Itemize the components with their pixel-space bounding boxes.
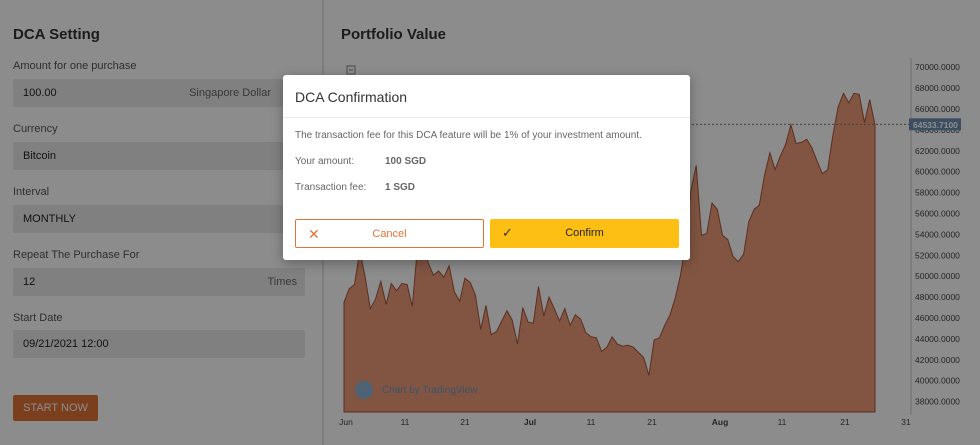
y-tick-label: 56000.0000 (915, 208, 960, 218)
x-tick-label: 21 (840, 417, 850, 427)
amount-currency-select[interactable]: Singapore Dollar (189, 87, 271, 99)
x-tick-label: 11 (778, 417, 787, 427)
modal-divider (283, 117, 690, 118)
y-tick-label: 48000.0000 (915, 292, 960, 302)
amount-row-value: 100 SGD (385, 156, 427, 167)
x-tick-label: 21 (647, 417, 657, 427)
last-value-label: 64533.7100 (913, 120, 958, 130)
y-tick-label: 38000.0000 (915, 397, 960, 407)
start-date-label: Start Date (13, 312, 63, 324)
y-tick-label: 62000.0000 (915, 146, 960, 156)
cancel-label: Cancel (372, 228, 407, 240)
fee-row-label: Transaction fee: (295, 182, 367, 193)
x-tick-label: 11 (401, 417, 410, 427)
currency-select[interactable]: Bitcoin (13, 142, 305, 170)
y-tick-label: 52000.0000 (915, 250, 960, 260)
x-tick-label: 21 (460, 417, 470, 427)
dca-setting-panel: DCA Setting Amount for one purchase 100.… (0, 0, 322, 445)
y-tick-label: 60000.0000 (915, 167, 960, 177)
y-tick-label: 70000.0000 (915, 62, 960, 72)
chart-scale-toggle (346, 65, 356, 75)
modal-title: DCA Confirmation (295, 89, 408, 105)
modal-description: The transaction fee for this DCA feature… (295, 130, 642, 141)
currency-value: Bitcoin (23, 150, 57, 162)
repeat-value: 12 (23, 276, 36, 288)
dca-confirmation-dialog: DCA Confirmation The transaction fee for… (283, 75, 690, 260)
y-tick-label: 54000.0000 (915, 229, 960, 239)
start-date-value: 09/21/2021 12:00 (23, 338, 109, 350)
amount-label: Amount for one purchase (13, 60, 137, 72)
start-now-button[interactable]: START NOW (13, 395, 98, 421)
interval-label: Interval (13, 186, 50, 198)
y-tick-label: 40000.0000 (915, 376, 960, 386)
close-icon: ✕ (308, 226, 320, 242)
amount-row-label: Your amount: (295, 156, 355, 167)
y-tick-label: 50000.0000 (915, 271, 960, 281)
y-tick-label: 68000.0000 (915, 83, 960, 93)
fee-row-value: 1 SGD (385, 182, 416, 193)
x-tick-label: 11 (587, 417, 596, 427)
repeat-label: Repeat The Purchase For (13, 249, 140, 261)
interval-select[interactable]: MONTHLY (13, 205, 305, 233)
dca-setting-title: DCA Setting (13, 26, 100, 43)
portfolio-title: Portfolio Value (341, 26, 447, 43)
y-tick-label: 42000.0000 (915, 355, 960, 365)
x-tick-label: Jun (339, 417, 353, 427)
repeat-input[interactable]: 12 Times (13, 268, 305, 296)
interval-value: MONTHLY (23, 213, 76, 225)
cancel-button[interactable]: ✕ Cancel (295, 219, 484, 248)
check-icon: ✓ (502, 225, 513, 240)
y-tick-label: 66000.0000 (915, 104, 960, 114)
portfolio-area-series (343, 92, 876, 413)
y-tick-label: 44000.0000 (915, 334, 960, 344)
amount-input[interactable]: 100.00 Singapore Dollar (13, 79, 305, 107)
repeat-suffix: Times (267, 276, 297, 288)
last-value-badge (909, 118, 961, 131)
y-tick-label: 58000.0000 (915, 188, 960, 198)
start-date-input[interactable]: 09/21/2021 12:00 (13, 330, 305, 358)
y-tick-label: 46000.0000 (915, 313, 960, 323)
tradingview-logo-icon (355, 381, 373, 399)
currency-label: Currency (13, 123, 58, 135)
confirm-button[interactable]: ✓ Confirm (490, 219, 679, 248)
x-tick-label: Aug (712, 417, 729, 427)
amount-value: 100.00 (23, 87, 57, 99)
x-tick-label: Jul (524, 417, 536, 427)
confirm-label: Confirm (565, 227, 604, 239)
x-tick-label: 31 (901, 417, 911, 427)
tradingview-watermark: Chart by TradingView (382, 385, 478, 396)
